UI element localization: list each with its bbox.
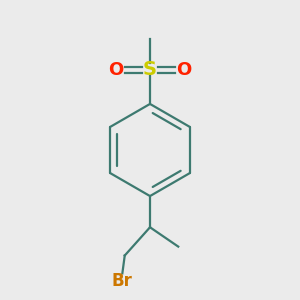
Text: S: S [143,60,157,79]
Text: O: O [177,61,192,79]
Text: O: O [108,61,123,79]
Text: Br: Br [112,272,133,290]
